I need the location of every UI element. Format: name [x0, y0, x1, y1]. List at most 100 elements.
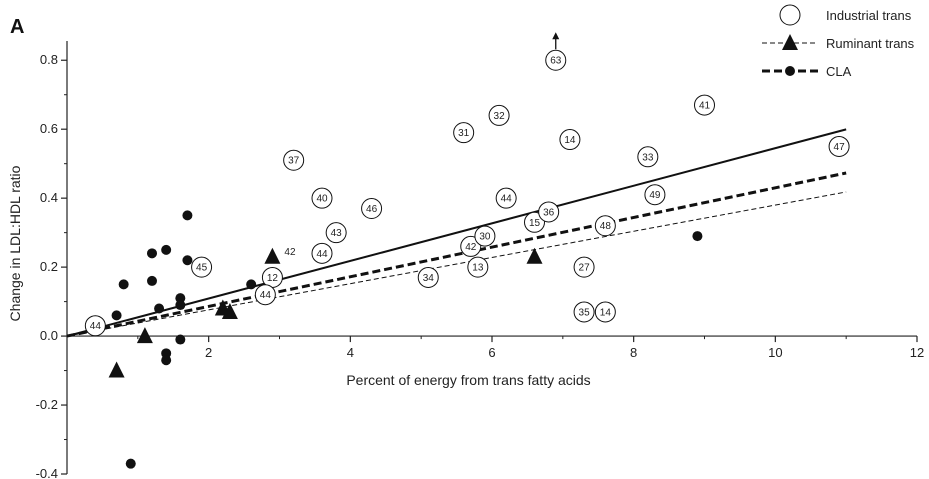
y-axis-title: Change in LDL:HDL ratio: [7, 165, 23, 321]
study-label: 47: [834, 142, 846, 153]
point-industrial-trans: [311, 242, 333, 264]
data-points: 4445124437404344463431421330324415366314…: [84, 32, 850, 469]
point-cla: [692, 231, 703, 242]
study-label: 42: [284, 247, 296, 258]
study-label: 14: [564, 135, 576, 146]
y-tick-label: 0.2: [40, 259, 58, 274]
point-industrial-trans: [467, 256, 489, 278]
legend-label-industrial-trans: Industrial trans: [826, 8, 912, 23]
x-tick-label: 10: [768, 345, 782, 360]
point-cla: [154, 303, 165, 314]
point-cla: [182, 210, 193, 221]
point-ruminant-trans: [264, 247, 281, 264]
study-label: 30: [479, 232, 491, 243]
y-tick-label: 0.6: [40, 121, 58, 136]
study-label: 35: [579, 307, 591, 318]
study-label: 27: [579, 263, 591, 274]
regression-lines: [66, 128, 847, 338]
study-label: 48: [600, 221, 612, 232]
point-industrial-trans: [644, 184, 666, 206]
point-industrial-trans: [559, 129, 581, 151]
point-ruminant-trans: [526, 247, 543, 264]
point-industrial-trans: [694, 94, 715, 116]
point-industrial-trans: [594, 215, 616, 237]
point-industrial-trans: [573, 256, 595, 278]
point-industrial-trans: [453, 122, 475, 144]
point-industrial-trans: [460, 235, 482, 257]
study-label: 34: [423, 273, 435, 284]
x-tick-label: 12: [910, 345, 924, 360]
study-label: 44: [501, 194, 513, 205]
y-tick-label: -0.4: [36, 466, 58, 479]
point-industrial-trans: [84, 315, 106, 337]
x-tick-label: 4: [347, 345, 354, 360]
fit-line-cla: [66, 171, 847, 338]
point-industrial-trans: [573, 301, 595, 323]
study-label: 41: [699, 101, 711, 112]
fit-line-industrial-trans: [66, 128, 847, 338]
point-industrial-trans: [594, 301, 616, 323]
point-industrial-trans: [524, 211, 545, 233]
study-label: 42: [465, 242, 477, 253]
point-industrial-trans: [325, 222, 347, 244]
study-label: 14: [600, 307, 612, 318]
point-cla: [161, 355, 172, 366]
study-label: 36: [543, 207, 555, 218]
point-ruminant-trans: [221, 302, 238, 319]
study-label: 12: [267, 273, 279, 284]
point-industrial-trans: [191, 256, 213, 278]
legend-marker-cla: [785, 66, 795, 76]
x-axis-title: Percent of energy from trans fatty acids: [346, 372, 590, 388]
legend-label-cla: CLA: [826, 64, 852, 79]
study-label: 33: [642, 152, 654, 163]
point-industrial-trans: [545, 49, 567, 71]
legend-label-ruminant-trans: Ruminant trans: [826, 36, 915, 51]
legend-marker-industrial-trans: [779, 4, 801, 26]
study-label: 49: [649, 190, 661, 201]
legend: Industrial trans Ruminant trans CLA: [762, 4, 915, 79]
study-label: 44: [260, 290, 272, 301]
point-cla: [147, 248, 157, 259]
point-cla: [111, 310, 122, 321]
point-cla: [182, 255, 193, 266]
study-label: 63: [550, 56, 562, 67]
point-industrial-trans: [417, 266, 439, 288]
study-label: 43: [331, 228, 343, 239]
study-label: 32: [494, 111, 506, 122]
point-industrial-trans: [637, 146, 659, 168]
point-industrial-trans: [311, 187, 333, 209]
point-industrial-trans: [283, 149, 305, 171]
point-cla: [175, 334, 186, 345]
study-label: 31: [458, 128, 470, 139]
x-tick-label: 2: [205, 345, 212, 360]
point-industrial-trans: [361, 198, 383, 220]
point-industrial-trans: [538, 201, 560, 223]
legend-marker-ruminant-trans: [782, 34, 798, 50]
point-cla: [118, 279, 129, 290]
point-cla: [175, 300, 186, 311]
point-industrial-trans: [474, 225, 496, 247]
off-scale-arrowhead: [552, 32, 560, 40]
point-industrial-trans: [254, 284, 276, 306]
study-label: 44: [316, 249, 328, 260]
study-label: 44: [90, 321, 102, 332]
x-tick-label: 8: [630, 345, 637, 360]
point-industrial-trans: [488, 104, 510, 126]
panel-letter: A: [10, 16, 24, 38]
study-label: 46: [366, 204, 378, 215]
y-tick-label: 0.4: [40, 190, 58, 205]
x-tick-label: 6: [488, 345, 495, 360]
y-tick-label: -0.2: [36, 397, 58, 412]
point-ruminant-trans: [136, 327, 153, 344]
y-tick-label: 0.0: [40, 328, 58, 343]
point-cla: [125, 458, 136, 469]
study-label: 45: [196, 263, 208, 274]
study-label: 13: [472, 263, 484, 274]
fit-line-ruminant-trans: [66, 191, 847, 337]
study-label: 37: [288, 156, 300, 167]
y-tick-label: 0.8: [40, 52, 58, 67]
point-industrial-trans: [495, 187, 517, 209]
